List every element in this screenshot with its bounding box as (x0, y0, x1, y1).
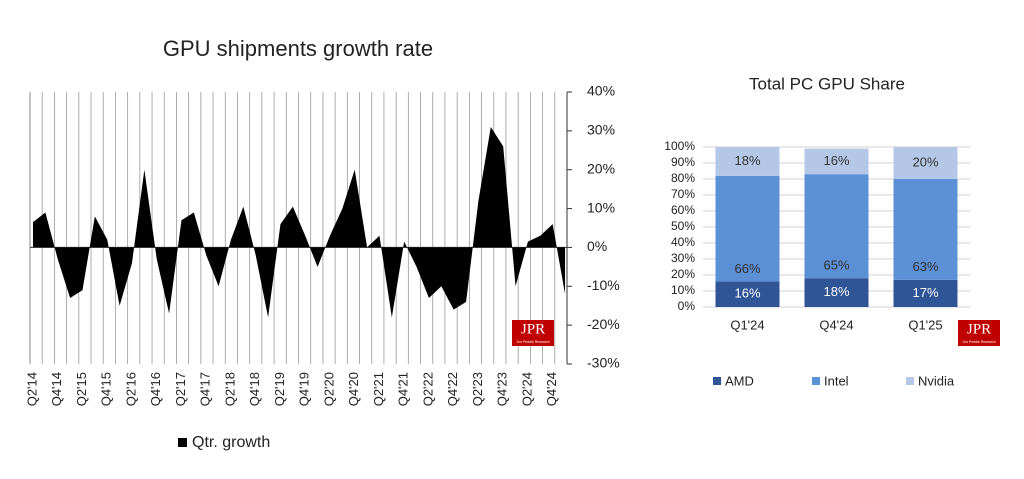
x-tick-label: Q4'21 (396, 372, 411, 406)
bar-segment (804, 278, 869, 307)
legend-swatch (178, 438, 187, 447)
x-tick-label: Q4'23 (495, 372, 510, 406)
bar-segment (715, 175, 780, 282)
value-label: 63% (912, 259, 938, 274)
y-tick-label: 60% (671, 203, 695, 217)
value-label: 16% (823, 153, 849, 168)
y-tick-label: 10% (587, 199, 615, 215)
y-tick-label: 30% (587, 122, 615, 138)
x-tick-label: Q4'24 (544, 372, 559, 406)
x-tick-label: Q1'25 (908, 317, 942, 332)
legend-label: Intel (824, 373, 849, 388)
x-tick-label: Q4'17 (198, 372, 213, 406)
y-tick-label: 100% (664, 139, 695, 153)
value-label: 65% (823, 258, 849, 273)
logo-sub: Jon Peddie Research (516, 340, 550, 344)
logo: JPR (967, 321, 991, 337)
y-tick-label: -10% (587, 277, 620, 293)
x-tick-label: Q4'20 (346, 372, 361, 406)
x-tick-label: Q2'20 (321, 372, 336, 406)
x-tick-label: Q2'15 (74, 372, 89, 406)
x-tick-label: Q1'24 (730, 317, 764, 332)
legend-swatch (713, 377, 721, 385)
x-tick-label: Q2'21 (371, 372, 386, 406)
chart-title: Total PC GPU Share (749, 74, 905, 93)
legend-label: Qtr. growth (192, 434, 270, 451)
bar-segment (893, 279, 958, 307)
y-tick-label: 30% (671, 251, 695, 265)
legend-label: AMD (725, 373, 754, 388)
bar-segment (715, 281, 780, 307)
bar-segment (804, 148, 869, 175)
y-tick-label: 40% (671, 235, 695, 249)
x-tick-label: Q2'19 (272, 372, 287, 406)
x-tick-label: Q2'22 (420, 372, 435, 406)
bar-segment (804, 174, 869, 279)
x-tick-label: Q4'24 (819, 317, 853, 332)
x-tick-label: Q4'16 (148, 372, 163, 406)
legend-swatch (906, 377, 914, 385)
x-tick-label: Q2'14 (24, 372, 39, 406)
x-tick-label: Q2'17 (173, 372, 188, 406)
y-tick-label: -30% (587, 355, 620, 371)
x-tick-label: Q2'23 (470, 372, 485, 406)
x-tick-label: Q2'18 (222, 372, 237, 406)
area (33, 126, 566, 318)
logo-box (512, 320, 554, 346)
y-tick-label: 20% (587, 160, 615, 176)
x-tick-label: Q4'19 (297, 372, 312, 406)
value-label: 16% (734, 286, 760, 301)
bar-segment (715, 147, 780, 176)
chart-title: GPU shipments growth rate (163, 36, 433, 61)
y-tick-label: 50% (671, 219, 695, 233)
x-tick-label: Q2'16 (123, 372, 138, 406)
x-tick-label: Q4'22 (445, 372, 460, 406)
logo: JPR (521, 321, 545, 337)
x-tick-label: Q4'18 (247, 372, 262, 406)
value-label: 17% (912, 285, 938, 300)
value-label: 66% (734, 261, 760, 276)
y-tick-label: 80% (671, 171, 695, 185)
x-tick-label: Q4'14 (49, 372, 64, 406)
y-tick-label: -20% (587, 316, 620, 332)
x-tick-label: Q2'24 (519, 372, 534, 406)
y-tick-label: 0% (678, 299, 696, 313)
y-tick-label: 70% (671, 187, 695, 201)
y-tick-label: 20% (671, 267, 695, 281)
logo-sub: Jon Peddie Research (962, 340, 996, 344)
value-label: 18% (823, 284, 849, 299)
bar-segment (893, 179, 958, 280)
y-tick-label: 90% (671, 155, 695, 169)
x-tick-label: Q4'15 (99, 372, 114, 406)
bar-segment (893, 147, 958, 179)
value-label: 18% (734, 153, 760, 168)
logo-box (958, 320, 1000, 346)
legend-label: Nvidia (918, 373, 955, 388)
value-label: 20% (912, 154, 938, 169)
y-tick-label: 40% (587, 83, 615, 99)
y-tick-label: 0% (587, 238, 607, 254)
legend-swatch (812, 377, 820, 385)
y-tick-label: 10% (671, 283, 695, 297)
